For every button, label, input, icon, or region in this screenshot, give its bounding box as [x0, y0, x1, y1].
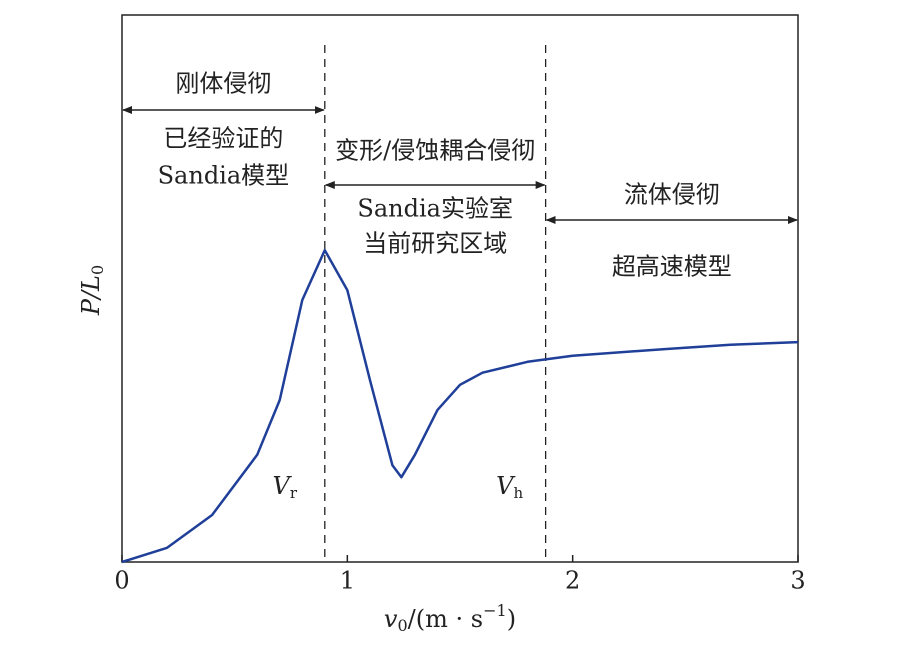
region-title: 刚体侵彻	[175, 70, 271, 98]
x-axis-label: v0/(m · s−1)	[384, 601, 516, 635]
region-title: 变形/侵蚀耦合侵彻	[335, 137, 535, 165]
reference-label: Vr	[273, 472, 298, 503]
x-tick-label: 2	[565, 567, 580, 595]
region-text: 超高速模型	[612, 253, 732, 281]
y-axis-label: P/L0	[77, 265, 107, 316]
plot-frame	[121, 14, 799, 563]
reference-symbol: V	[496, 472, 516, 500]
x-tick-label: 0	[114, 567, 129, 595]
region-text: 已经验证的	[163, 125, 283, 153]
region-text: 当前研究区域	[363, 230, 507, 258]
x-tick-label: 1	[340, 567, 355, 595]
data-line	[121, 248, 799, 564]
reference-label: Vh	[496, 472, 523, 503]
x-tick-label: 3	[790, 567, 805, 595]
region-text: Sandia模型	[158, 162, 290, 190]
region-text: Sandia实验室	[357, 195, 513, 223]
region-title: 流体侵彻	[624, 181, 720, 209]
reference-subscript: h	[513, 484, 523, 502]
reference-subscript: r	[290, 484, 298, 502]
reference-symbol: V	[273, 472, 293, 500]
